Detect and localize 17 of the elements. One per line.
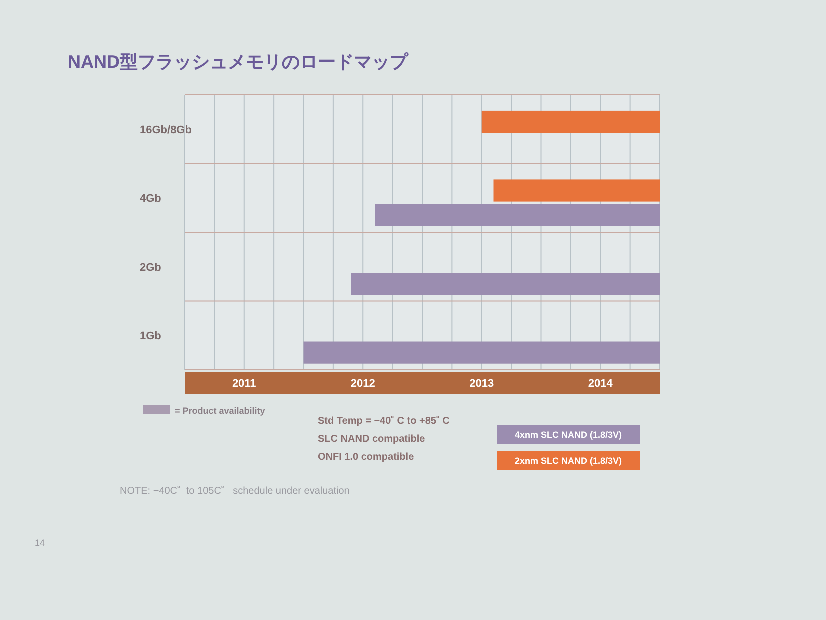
chart-title: NAND型フラッシュメモリのロードマップ [68,52,409,72]
x-tick-label: 2014 [588,378,614,390]
text: 2xnm SLC NAND (1.8/3V) [514,456,622,466]
y-tick-label: 2Gb [140,262,162,274]
x-tick-label: 2012 [350,378,376,390]
text: Std Temp = −40˚ C to +85˚ C [318,415,450,427]
text: 4xnm SLC NAND (1.8/3V) [514,430,622,440]
y-tick-label: 16Gb/8Gb [140,124,192,136]
text: NOTE: −40C˚ to 105C˚ schedule under evaluation [120,485,350,497]
y-tick-label: 1Gb [140,330,162,343]
x-tick-label: 2013 [470,378,494,390]
text: ONFI 1.0 compatible [318,452,415,463]
text: 14 [35,538,46,548]
text: SLC NAND compatible [318,434,426,445]
text: = Product availability [175,406,266,416]
x-tick-label: 2011 [232,378,256,390]
y-tick-label: 4Gb [140,193,162,206]
